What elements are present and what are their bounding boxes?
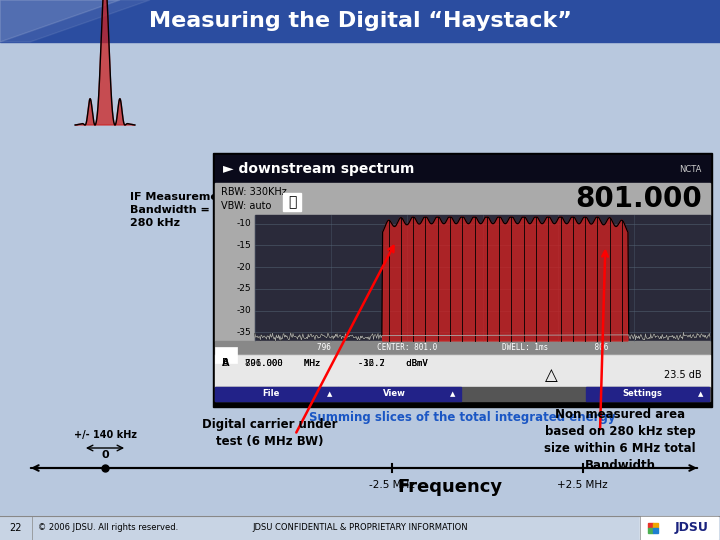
Bar: [215, 347, 237, 363]
Bar: [215, 341, 710, 355]
Text: JDSU CONFIDENTIAL & PROPRIETARY INFORMATION: JDSU CONFIDENTIAL & PROPRIETARY INFORMAT…: [252, 523, 468, 532]
Bar: [586, 387, 709, 401]
Polygon shape: [382, 217, 628, 341]
Text: -10: -10: [236, 219, 251, 228]
Text: File: File: [262, 389, 279, 399]
Text: IF Measurement
Bandwidth =
280 kHz: IF Measurement Bandwidth = 280 kHz: [130, 192, 231, 228]
Text: ⌕: ⌕: [288, 195, 296, 209]
Bar: [213, 153, 712, 407]
Bar: [215, 215, 255, 341]
Text: View: View: [382, 389, 405, 399]
Bar: [0, 0, 720, 42]
Text: △: △: [545, 366, 558, 384]
Text: ▲: ▲: [450, 391, 456, 397]
Text: RBW: 330KHz: RBW: 330KHz: [221, 187, 287, 197]
Text: JDSU: JDSU: [675, 522, 709, 535]
Bar: [648, 523, 653, 528]
Text: ▲: ▲: [328, 391, 333, 397]
Bar: [653, 528, 658, 533]
Bar: [215, 183, 710, 215]
Bar: [653, 523, 658, 528]
Bar: [338, 387, 461, 401]
Text: NCTA: NCTA: [680, 165, 702, 173]
Text: ▲: ▲: [698, 391, 703, 397]
Text: -20: -20: [236, 262, 251, 272]
Text: 22: 22: [10, 523, 22, 533]
Bar: [283, 193, 301, 211]
Text: 796.000    MHz       -36.2    dBmV: 796.000 MHz -36.2 dBmV: [245, 359, 428, 368]
Text: -30: -30: [236, 306, 251, 315]
Text: B: B: [222, 358, 228, 368]
Text: A: A: [222, 358, 230, 368]
Bar: [0, 516, 720, 540]
Text: Summing slices of the total integrated energy: Summing slices of the total integrated e…: [310, 411, 616, 424]
Bar: [215, 387, 710, 401]
Bar: [255, 215, 710, 341]
Text: Measuring the Digital “Haystack”: Measuring the Digital “Haystack”: [148, 11, 572, 31]
Text: Frequency: Frequency: [397, 478, 503, 496]
Text: Settings: Settings: [622, 389, 662, 399]
Bar: [640, 517, 718, 539]
Text: 796          CENTER: 801.0              DWELL: 1ms          806: 796 CENTER: 801.0 DWELL: 1ms 806: [317, 343, 608, 353]
Text: -15: -15: [236, 241, 251, 250]
Text: -35: -35: [236, 328, 251, 337]
Bar: [648, 528, 653, 533]
Polygon shape: [0, 0, 150, 42]
Polygon shape: [75, 0, 135, 125]
Polygon shape: [0, 0, 120, 42]
Bar: [215, 387, 338, 401]
Text: -2.5 MHz: -2.5 MHz: [369, 480, 415, 490]
Bar: [215, 355, 710, 387]
Text: 0: 0: [102, 450, 109, 460]
Text: Non measured area
based on 280 kHz step
size within 6 MHz total
Bandwidth: Non measured area based on 280 kHz step …: [544, 408, 696, 472]
Text: +2.5 MHz: +2.5 MHz: [557, 480, 608, 490]
Text: VBW: auto: VBW: auto: [221, 201, 271, 211]
Bar: [215, 155, 710, 183]
Text: 23.5 dB: 23.5 dB: [665, 370, 702, 380]
Text: ► downstream spectrum: ► downstream spectrum: [223, 162, 415, 176]
Text: 801.000    MHz       -12.7    dBmV: 801.000 MHz -12.7 dBmV: [245, 359, 428, 368]
Text: +/- 140 kHz: +/- 140 kHz: [73, 430, 137, 440]
Text: © 2006 JDSU. All rights reserved.: © 2006 JDSU. All rights reserved.: [38, 523, 179, 532]
Text: Digital carrier under
test (6 MHz BW): Digital carrier under test (6 MHz BW): [202, 418, 338, 448]
Text: 801.000: 801.000: [575, 185, 702, 213]
Text: -25: -25: [236, 285, 251, 293]
